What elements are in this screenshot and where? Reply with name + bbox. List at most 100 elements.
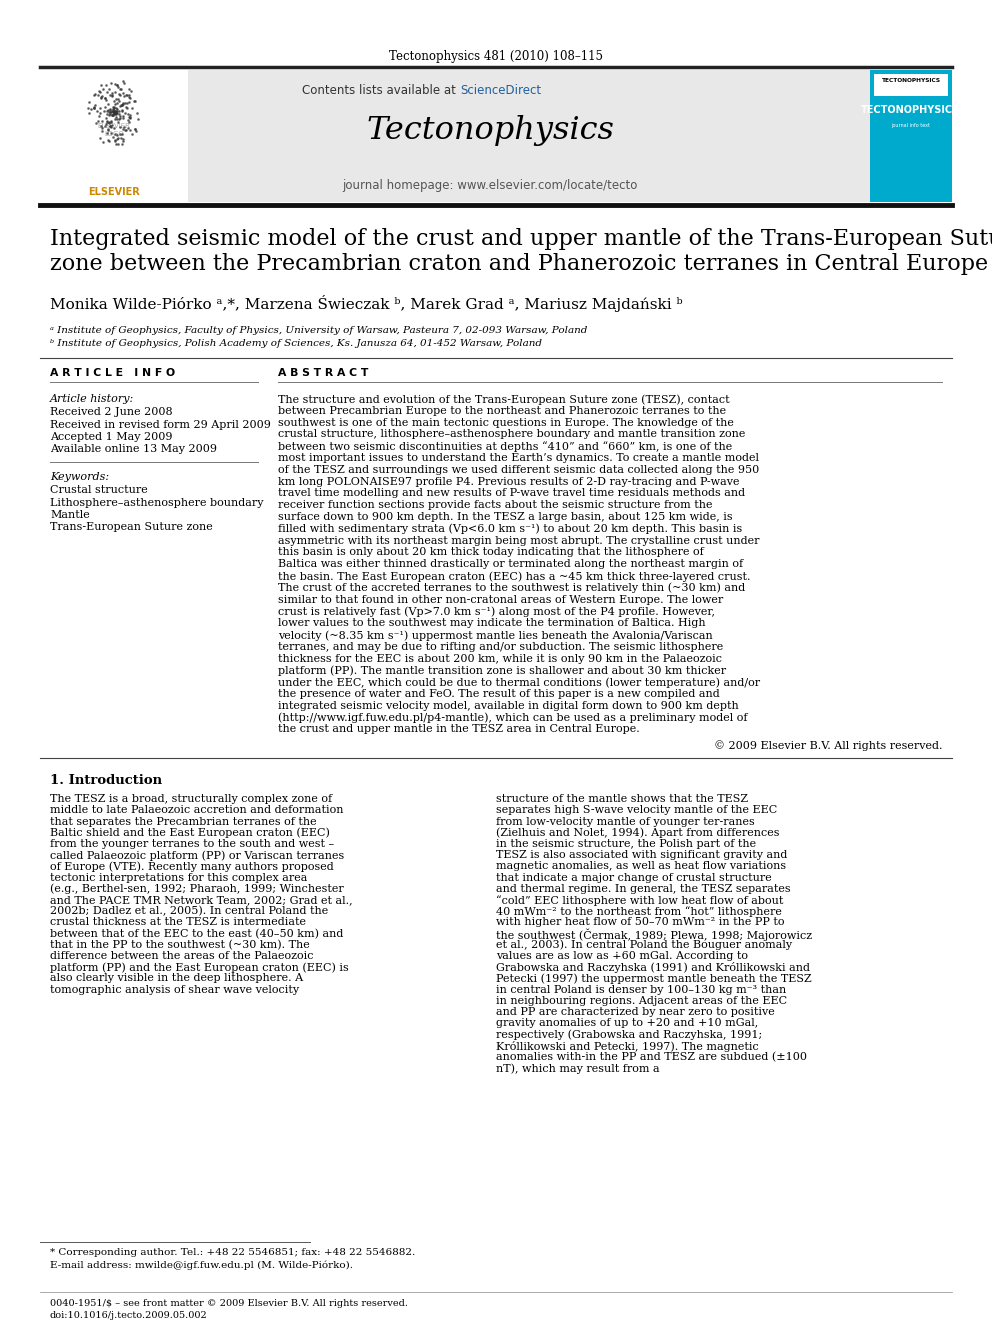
Text: of Europe (VTE). Recently many authors proposed: of Europe (VTE). Recently many authors p… — [50, 861, 333, 872]
Text: 1. Introduction: 1. Introduction — [50, 774, 162, 787]
Point — [112, 124, 128, 146]
Point — [106, 118, 122, 139]
Text: terranes, and may be due to rifting and/or subduction. The seismic lithosphere: terranes, and may be due to rifting and/… — [278, 642, 723, 652]
Point — [118, 120, 134, 142]
Point — [116, 116, 132, 138]
Point — [106, 102, 122, 123]
Point — [104, 105, 120, 126]
Point — [101, 131, 117, 152]
Point — [102, 115, 118, 136]
Text: also clearly visible in the deep lithosphere. A: also clearly visible in the deep lithosp… — [50, 974, 304, 983]
Point — [113, 95, 129, 116]
Point — [95, 101, 111, 122]
Point — [129, 102, 145, 123]
Text: ᵃ Institute of Geophysics, Faculty of Physics, University of Warsaw, Pasteura 7,: ᵃ Institute of Geophysics, Faculty of Ph… — [50, 325, 587, 335]
Text: of the TESZ and surroundings we used different seismic data collected along the : of the TESZ and surroundings we used dif… — [278, 464, 759, 475]
Point — [115, 106, 131, 127]
Text: the presence of water and FeO. The result of this paper is a new compiled and: the presence of water and FeO. The resul… — [278, 689, 720, 699]
Text: and thermal regime. In general, the TESZ separates: and thermal regime. In general, the TESZ… — [496, 884, 791, 894]
Point — [90, 105, 106, 126]
Point — [116, 86, 132, 107]
Point — [121, 78, 137, 99]
Text: that indicate a major change of crustal structure: that indicate a major change of crustal … — [496, 873, 772, 882]
Point — [88, 112, 104, 134]
Text: middle to late Palaeozoic accretion and deformation: middle to late Palaeozoic accretion and … — [50, 806, 343, 815]
Point — [107, 101, 123, 122]
Text: southwest is one of the main tectonic questions in Europe. The knowledge of the: southwest is one of the main tectonic qu… — [278, 418, 734, 427]
Point — [108, 97, 124, 118]
Point — [101, 99, 117, 120]
Point — [120, 116, 136, 138]
Point — [115, 93, 131, 114]
Text: lower values to the southwest may indicate the termination of Baltica. High: lower values to the southwest may indica… — [278, 618, 705, 628]
Point — [115, 107, 131, 128]
Text: “cold” EEC lithosphere with low heat flow of about: “cold” EEC lithosphere with low heat flo… — [496, 894, 784, 906]
Point — [114, 134, 130, 155]
Point — [117, 102, 133, 123]
Text: The structure and evolution of the Trans-European Suture zone (TESZ), contact: The structure and evolution of the Trans… — [278, 394, 730, 405]
Point — [99, 94, 115, 115]
Text: 0040-1951/$ – see front matter © 2009 Elsevier B.V. All rights reserved.: 0040-1951/$ – see front matter © 2009 El… — [50, 1299, 408, 1308]
Point — [103, 116, 119, 138]
Point — [114, 94, 130, 115]
Point — [96, 87, 112, 108]
Point — [113, 78, 129, 99]
Point — [104, 85, 120, 106]
Point — [111, 103, 127, 124]
Point — [91, 81, 107, 102]
Point — [114, 99, 130, 120]
Text: this basin is only about 20 km thick today indicating that the lithosphere of: this basin is only about 20 km thick tod… — [278, 548, 703, 557]
Text: Grabowska and Raczyhska (1991) and Króllikowski and: Grabowska and Raczyhska (1991) and Króll… — [496, 962, 810, 974]
Point — [115, 70, 131, 91]
Point — [102, 103, 118, 124]
Point — [107, 102, 123, 123]
Point — [109, 93, 125, 114]
Point — [114, 123, 130, 144]
Text: travel time modelling and new results of P-wave travel time residuals methods an: travel time modelling and new results of… — [278, 488, 745, 499]
Text: the crust and upper mantle in the TESZ area in Central Europe.: the crust and upper mantle in the TESZ a… — [278, 725, 640, 734]
Point — [127, 90, 143, 111]
Point — [111, 101, 127, 122]
Point — [121, 85, 137, 106]
Text: 2002b; Dadlez et al., 2005). In central Poland the: 2002b; Dadlez et al., 2005). In central … — [50, 906, 328, 917]
Point — [104, 105, 120, 126]
Point — [107, 102, 123, 123]
Text: TECTONOPHYSICS: TECTONOPHYSICS — [882, 78, 940, 83]
Point — [86, 98, 102, 119]
Point — [106, 102, 122, 123]
Point — [104, 86, 120, 107]
Text: separates high S-wave velocity mantle of the EEC: separates high S-wave velocity mantle of… — [496, 806, 778, 815]
Text: anomalies with-in the PP and TESZ are subdued (±100: anomalies with-in the PP and TESZ are su… — [496, 1052, 807, 1062]
Point — [94, 78, 110, 99]
Point — [105, 103, 121, 124]
Point — [99, 122, 115, 143]
Text: Trans-European Suture zone: Trans-European Suture zone — [50, 523, 212, 532]
Point — [120, 110, 136, 131]
Text: between that of the EEC to the east (40–50 km) and: between that of the EEC to the east (40–… — [50, 929, 343, 939]
Point — [122, 107, 138, 128]
Point — [102, 73, 118, 94]
Text: (e.g., Berthel-sen, 1992; Pharaoh, 1999; Winchester: (e.g., Berthel-sen, 1992; Pharaoh, 1999;… — [50, 884, 344, 894]
Point — [107, 131, 123, 152]
Point — [121, 111, 137, 132]
Point — [108, 101, 124, 122]
Point — [93, 115, 109, 136]
Point — [117, 119, 133, 140]
Text: Integrated seismic model of the crust and upper mantle of the Trans-European Sut: Integrated seismic model of the crust an… — [50, 228, 992, 250]
Text: zone between the Precambrian craton and Phanerozoic terranes in Central Europe: zone between the Precambrian craton and … — [50, 253, 988, 275]
Point — [107, 128, 123, 149]
Point — [127, 118, 143, 139]
Text: Received in revised form 29 April 2009: Received in revised form 29 April 2009 — [50, 419, 271, 430]
Point — [80, 102, 96, 123]
Point — [115, 93, 131, 114]
Point — [108, 107, 124, 128]
Point — [109, 127, 125, 148]
Text: (http://www.igf.fuw.edu.pl/p4-mantle), which can be used as a preliminary model : (http://www.igf.fuw.edu.pl/p4-mantle), w… — [278, 713, 748, 724]
Text: E-mail address: mwilde@igf.fuw.edu.pl (M. Wilde-Piórko).: E-mail address: mwilde@igf.fuw.edu.pl (M… — [50, 1261, 353, 1270]
Point — [107, 94, 123, 115]
Point — [85, 98, 101, 119]
Point — [87, 95, 103, 116]
Text: nT), which may result from a: nT), which may result from a — [496, 1062, 660, 1073]
Text: * Corresponding author. Tel.: +48 22 5546851; fax: +48 22 5546882.: * Corresponding author. Tel.: +48 22 554… — [50, 1248, 416, 1257]
Point — [109, 98, 125, 119]
